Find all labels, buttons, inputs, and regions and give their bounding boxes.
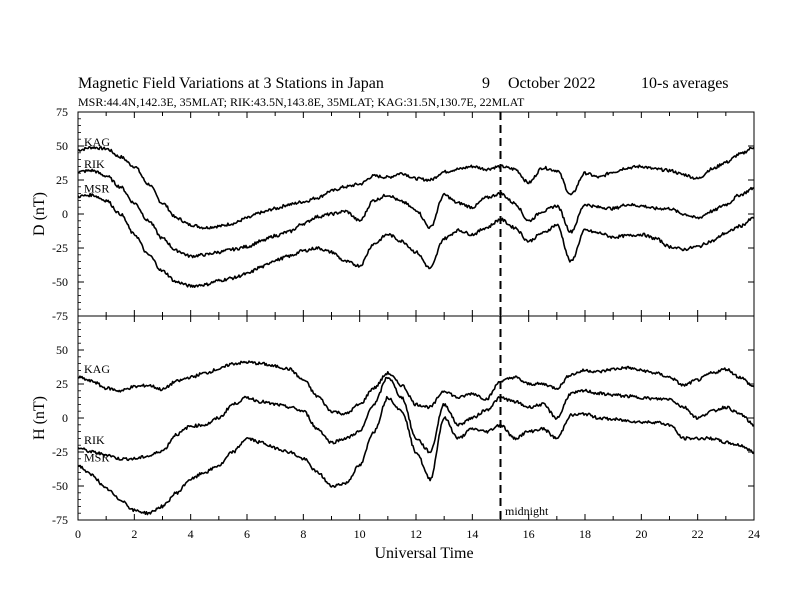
series-label-rik: RIK xyxy=(84,433,105,447)
x-tick-label: 14 xyxy=(466,527,478,541)
y-tick-label: -25 xyxy=(52,445,68,459)
x-tick-label: 2 xyxy=(131,527,137,541)
x-tick-label: 16 xyxy=(523,527,535,541)
y-tick-label: 75 xyxy=(56,105,68,119)
y-tick-label: -50 xyxy=(52,275,68,289)
panel-h-frame xyxy=(77,315,755,521)
series-label-kag: KAG xyxy=(84,362,110,376)
panel-d-ylabel: D (nT) xyxy=(31,192,48,236)
y-tick-label: 50 xyxy=(56,139,68,153)
panel-h-ylabel: H (nT) xyxy=(31,396,48,440)
x-tick-label: 6 xyxy=(244,527,250,541)
y-tick-label: 0 xyxy=(62,207,68,221)
series-line-0-kag xyxy=(77,146,755,230)
series-label-rik: RIK xyxy=(84,157,105,171)
series-line-1-rik xyxy=(77,376,755,462)
y-tick-label: 0 xyxy=(62,411,68,425)
series-line-1-kag xyxy=(77,360,755,416)
x-tick-label: 0 xyxy=(75,527,81,541)
chart-averaging: 10-s averages xyxy=(641,75,729,92)
y-tick-label: -75 xyxy=(52,513,68,527)
x-tick-label: 8 xyxy=(300,527,306,541)
x-tick-label: 24 xyxy=(748,527,760,541)
series-line-0-rik xyxy=(77,168,755,259)
series-label-msr: MSR xyxy=(84,451,109,465)
y-tick-label: 50 xyxy=(56,343,68,357)
y-tick-label: -25 xyxy=(52,241,68,255)
x-axis-title: Universal Time xyxy=(374,545,473,562)
x-tick-label: 22 xyxy=(692,527,704,541)
chart-day: 9 xyxy=(482,75,490,92)
x-tick-label: 20 xyxy=(635,527,647,541)
x-tick-label: 4 xyxy=(188,527,194,541)
x-tick-label: 12 xyxy=(410,527,422,541)
series-label-msr: MSR xyxy=(84,181,109,195)
panel-d-frame xyxy=(77,111,755,317)
chart-title: Magnetic Field Variations at 3 Stations … xyxy=(78,75,384,92)
series-label-kag: KAG xyxy=(84,135,110,149)
chart-subtitle: MSR:44.4N,142.3E, 35MLAT; RIK:43.5N,143.… xyxy=(78,95,525,109)
label-layer: KAG RIK MSR KAG RIK MSR xyxy=(84,135,110,465)
x-tick-label: 10 xyxy=(354,527,366,541)
y-tick-label: 25 xyxy=(56,173,68,187)
series-layer xyxy=(77,112,755,520)
series-line-0-msr xyxy=(77,192,755,289)
chart-date: October 2022 xyxy=(508,75,596,92)
y-tick-label: -50 xyxy=(52,479,68,493)
y-tick-label: -75 xyxy=(52,309,68,323)
midnight-annotation: midnight xyxy=(505,504,549,518)
series-line-1-msr xyxy=(77,395,755,516)
y-tick-label: 25 xyxy=(56,377,68,391)
x-tick-label: 18 xyxy=(579,527,591,541)
